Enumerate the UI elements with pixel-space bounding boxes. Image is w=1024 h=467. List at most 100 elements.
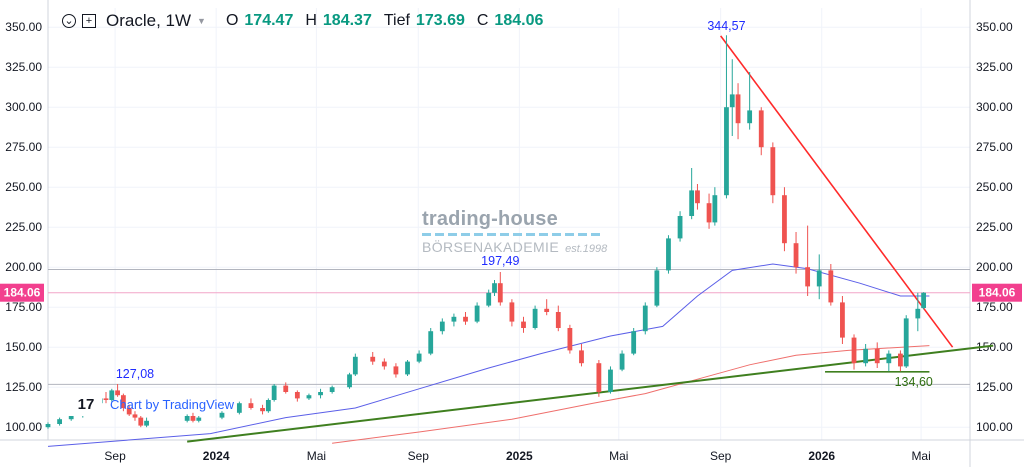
y-tick-label-left: 125.00	[5, 380, 42, 394]
candle-body	[381, 361, 387, 367]
x-tick-label: 2024	[203, 449, 230, 463]
y-tick-label-right: 350.00	[976, 20, 1013, 34]
candle-body	[497, 283, 503, 303]
candle-body	[521, 321, 526, 328]
x-tick-label: 2025	[506, 449, 533, 463]
candle-body	[393, 366, 399, 375]
candle-body	[236, 403, 242, 413]
y-tick-label-left: 350.00	[5, 20, 42, 34]
candle-body	[306, 395, 312, 399]
compare-plus-icon[interactable]: +	[82, 14, 96, 28]
candle-body	[863, 348, 869, 364]
candle-body	[294, 392, 300, 399]
candle-body	[474, 305, 480, 322]
moving-average-line	[332, 345, 930, 444]
close-label: C	[476, 12, 489, 29]
y-tick-label-right: 250.00	[976, 180, 1013, 194]
candle-body	[45, 424, 51, 428]
low-value: 173.69	[415, 12, 465, 29]
candle-body	[190, 416, 196, 421]
high-value: 184.37	[322, 12, 372, 29]
open-label: O	[225, 12, 239, 29]
candle-body	[126, 408, 132, 415]
y-tick-label-left: 275.00	[5, 140, 42, 154]
candle-body	[428, 331, 434, 354]
candle-body	[248, 403, 254, 408]
last-price-badge-left	[0, 283, 44, 302]
candle-body	[631, 331, 637, 354]
candle-body	[898, 353, 903, 367]
candle-body	[579, 350, 584, 364]
y-tick-label-left: 175.00	[5, 300, 42, 314]
candle-body	[840, 302, 845, 338]
candle-body	[805, 267, 811, 287]
trendline-support	[187, 344, 994, 443]
candle-body	[921, 292, 927, 309]
y-tick-label-right: 225.00	[976, 220, 1013, 234]
y-tick-label-left: 200.00	[5, 260, 42, 274]
moving-average-line	[47, 263, 930, 447]
price-annotation: 197,49	[481, 254, 519, 268]
candle-body	[370, 356, 376, 362]
x-tick-label: Sep	[104, 449, 126, 463]
candle-body	[886, 353, 892, 364]
open-value: 174.47	[244, 12, 294, 29]
symbol-name[interactable]: Oracle, 1W	[106, 11, 192, 30]
trendline-resistance	[720, 35, 954, 348]
tradingview-link[interactable]: Chart by TradingView	[110, 396, 235, 412]
candle-body	[567, 328, 573, 351]
candle-body	[619, 353, 625, 370]
candle-body	[109, 390, 115, 400]
candle-body	[706, 203, 712, 223]
tradingview-badge[interactable]: 17 Chart by TradingView	[70, 392, 234, 416]
candle-body	[132, 414, 138, 418]
candle-body	[677, 216, 683, 239]
candle-body	[352, 356, 358, 375]
price-annotation: 134,60	[895, 375, 933, 389]
candle-body	[405, 361, 410, 375]
candle-body	[654, 270, 660, 306]
candle-body	[271, 385, 277, 400]
collapse-chevron-icon[interactable]: ⌄	[62, 14, 76, 28]
candle-body	[532, 308, 538, 328]
x-tick-label: Mai	[911, 449, 930, 463]
y-tick-label-left: 300.00	[5, 100, 42, 114]
candle-body	[103, 398, 109, 400]
candle-body	[735, 94, 741, 124]
candle-body	[115, 390, 120, 396]
candle-body	[260, 408, 265, 412]
candle-body	[816, 270, 822, 287]
candle-body	[874, 348, 880, 364]
price-annotation: 344,57	[707, 19, 745, 33]
candle-body	[712, 195, 718, 223]
symbol-dropdown-icon[interactable]: ▼	[197, 16, 206, 26]
y-tick-label-right: 125.00	[976, 380, 1013, 394]
x-tick-label: Mai	[307, 449, 326, 463]
candle-body	[666, 238, 671, 271]
y-tick-label-right: 175.00	[976, 300, 1013, 314]
y-tick-label-left: 150.00	[5, 340, 42, 354]
candle-body	[642, 305, 648, 332]
close-value: 184.06	[494, 12, 544, 29]
price-annotation: 127,08	[116, 367, 154, 381]
last-price-badge-right	[972, 283, 1022, 302]
y-tick-label-right: 200.00	[976, 260, 1013, 274]
candle-body	[758, 110, 764, 148]
last-price-label-right: 184.06	[979, 286, 1016, 300]
y-tick-label-left: 325.00	[5, 60, 42, 74]
candle-body	[851, 337, 857, 364]
high-label: H	[305, 12, 317, 29]
candle-body	[903, 318, 909, 367]
candle-body	[329, 387, 335, 392]
candle-body	[486, 292, 492, 306]
candle-body	[138, 417, 144, 426]
candle-body	[184, 416, 190, 421]
candle-body	[544, 308, 550, 312]
candle-body	[689, 190, 695, 216]
candle-body	[695, 190, 700, 204]
y-tick-label-right: 275.00	[976, 140, 1013, 154]
candle-body	[555, 312, 561, 328]
candle-body	[265, 400, 271, 412]
candle-body	[509, 302, 515, 322]
